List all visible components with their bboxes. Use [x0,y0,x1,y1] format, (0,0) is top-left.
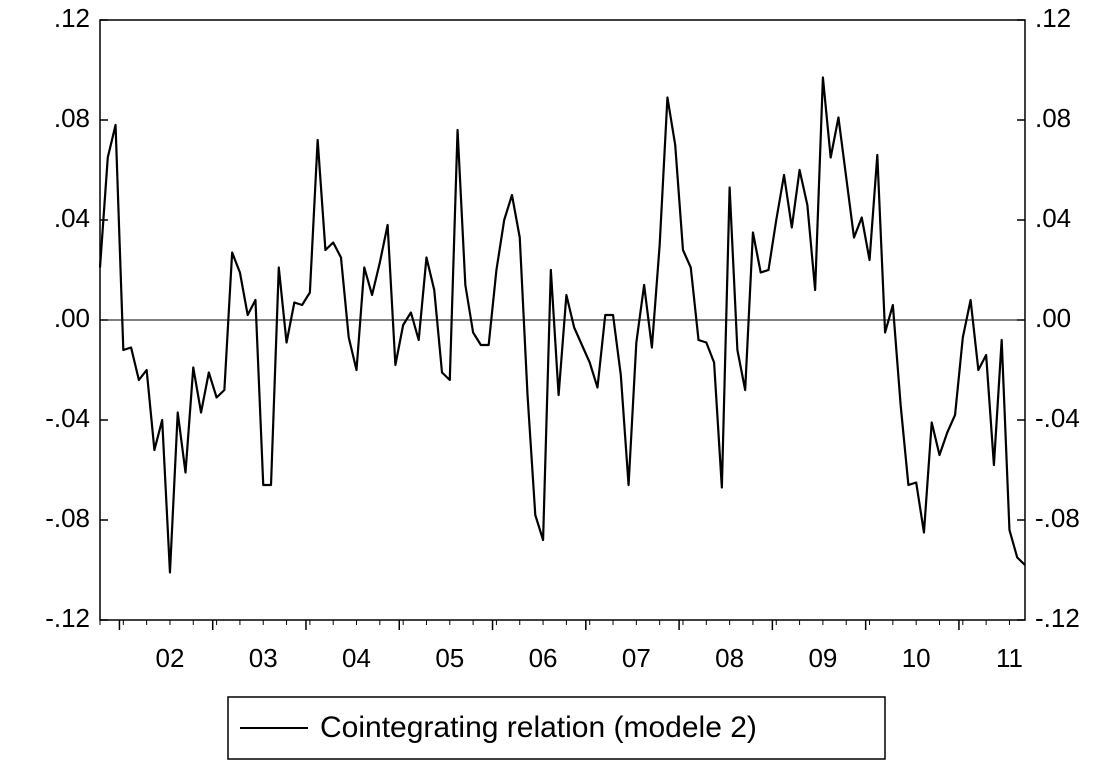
x-tick-label: 09 [808,643,837,673]
x-tick-label: 08 [715,643,744,673]
y2-tick-label: .00 [1035,303,1071,333]
x-tick-label: 06 [529,643,558,673]
legend-box [227,696,886,760]
y-tick-label: .12 [54,3,90,33]
y2-tick-label: .12 [1035,3,1071,33]
y2-tick-label: .08 [1035,103,1071,133]
y-tick-label: -.04 [45,403,90,433]
x-tick-label: 10 [902,643,931,673]
legend-label: Cointegrating relation (modele 2) [320,711,757,744]
y-tick-label: -.12 [45,603,90,633]
y2-tick-label: .04 [1035,203,1071,233]
series-line [98,76,1026,574]
y2-tick-label: -.04 [1035,403,1080,433]
x-tick-label: 02 [155,643,184,673]
y2-tick-label: -.12 [1035,603,1080,633]
y-tick-label: .08 [54,103,90,133]
y2-tick-label: -.08 [1035,503,1080,533]
x-tick-label: 07 [622,643,651,673]
y-tick-label: -.08 [45,503,90,533]
x-tick-label: 05 [435,643,464,673]
y-tick-label: .04 [54,203,90,233]
y-tick-label: .00 [54,303,90,333]
x-tick-label: 11 [996,643,1023,673]
x-tick-label: 04 [342,643,371,673]
x-tick-label: 03 [249,643,278,673]
